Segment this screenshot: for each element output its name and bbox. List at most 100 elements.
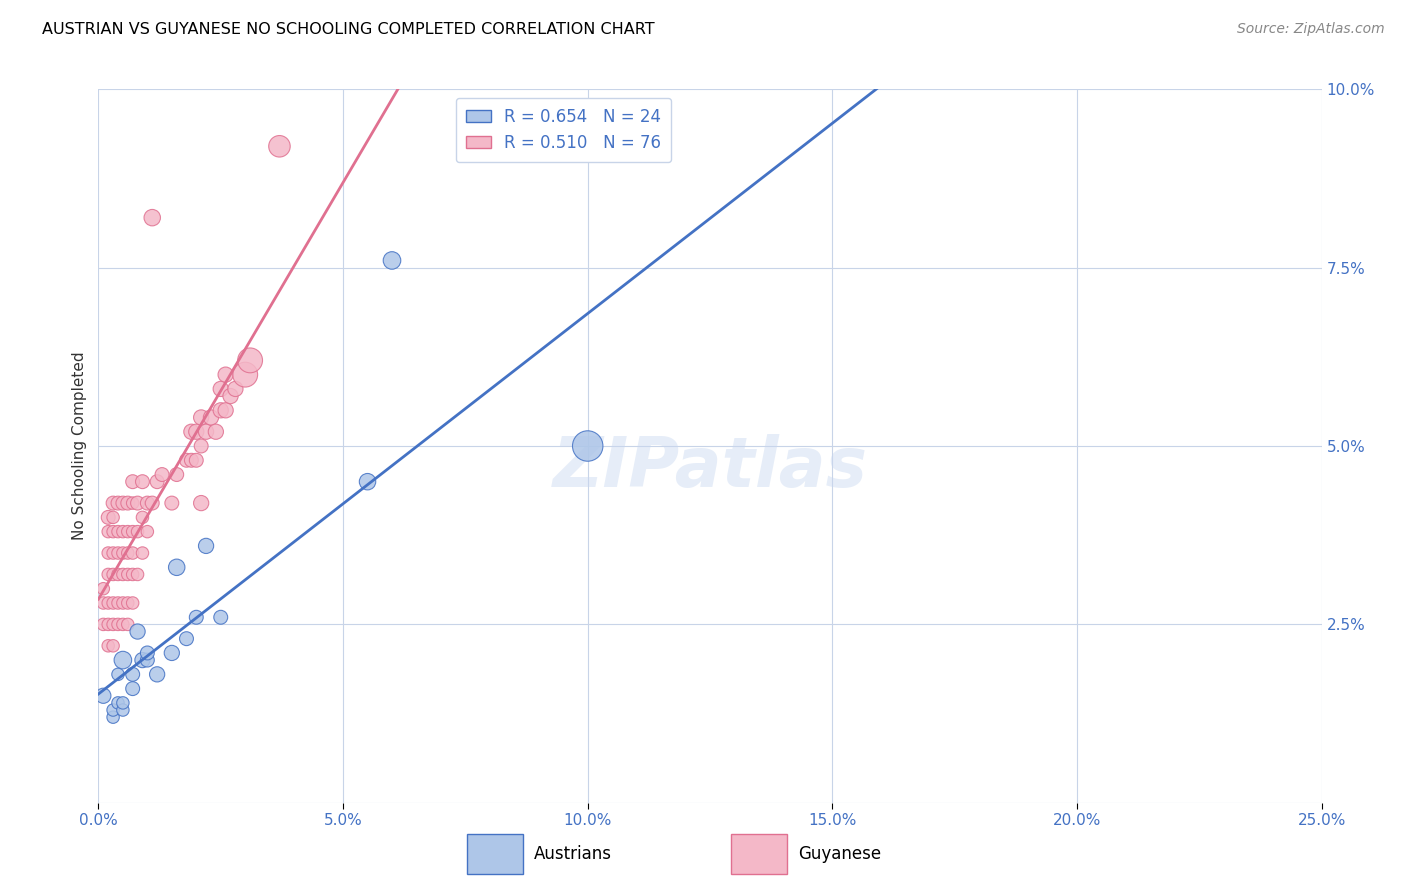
Point — [101, 639, 124, 653]
Point — [97, 639, 120, 653]
Point — [127, 524, 149, 539]
Point — [209, 610, 232, 624]
Point — [269, 139, 291, 153]
Point — [107, 567, 129, 582]
Point — [131, 653, 153, 667]
Point — [97, 617, 120, 632]
Point — [107, 546, 129, 560]
Point — [121, 475, 143, 489]
Point — [91, 689, 114, 703]
Point — [91, 596, 114, 610]
Point — [381, 253, 404, 268]
Point — [209, 382, 232, 396]
Point — [107, 596, 129, 610]
Point — [101, 510, 124, 524]
Point — [166, 467, 188, 482]
Point — [121, 546, 143, 560]
Point — [101, 567, 124, 582]
Point — [117, 524, 139, 539]
Point — [97, 567, 120, 582]
Point — [160, 496, 183, 510]
Point — [356, 475, 378, 489]
Point — [117, 496, 139, 510]
Point — [160, 646, 183, 660]
Point — [97, 546, 120, 560]
Point — [111, 496, 134, 510]
Point — [127, 496, 149, 510]
Point — [186, 453, 208, 467]
Point — [166, 560, 188, 574]
Point — [121, 496, 143, 510]
Point — [111, 567, 134, 582]
Point — [101, 617, 124, 632]
Point — [121, 524, 143, 539]
Text: Guyanese: Guyanese — [799, 845, 882, 863]
FancyBboxPatch shape — [731, 834, 787, 874]
Point — [121, 596, 143, 610]
Point — [239, 353, 262, 368]
Point — [131, 510, 153, 524]
Text: Austrians: Austrians — [534, 845, 612, 863]
Point — [107, 696, 129, 710]
Point — [107, 617, 129, 632]
Point — [214, 403, 236, 417]
Point — [186, 425, 208, 439]
Point — [121, 667, 143, 681]
Point — [190, 496, 212, 510]
Point — [136, 524, 159, 539]
Point — [101, 703, 124, 717]
Point — [224, 382, 246, 396]
Point — [101, 710, 124, 724]
Point — [195, 539, 218, 553]
Point — [121, 567, 143, 582]
Point — [111, 546, 134, 560]
Point — [111, 524, 134, 539]
Point — [101, 596, 124, 610]
Point — [107, 667, 129, 681]
Point — [117, 546, 139, 560]
Text: AUSTRIAN VS GUYANESE NO SCHOOLING COMPLETED CORRELATION CHART: AUSTRIAN VS GUYANESE NO SCHOOLING COMPLE… — [42, 22, 655, 37]
Point — [111, 703, 134, 717]
Point — [101, 524, 124, 539]
Point — [97, 524, 120, 539]
Point — [107, 496, 129, 510]
Point — [146, 667, 169, 681]
Point — [180, 453, 202, 467]
Point — [195, 425, 218, 439]
Point — [107, 524, 129, 539]
Point — [233, 368, 256, 382]
Point — [101, 546, 124, 560]
Point — [176, 453, 198, 467]
FancyBboxPatch shape — [467, 834, 523, 874]
Point — [91, 582, 114, 596]
Point — [190, 439, 212, 453]
Point — [214, 368, 236, 382]
Point — [91, 617, 114, 632]
Point — [127, 624, 149, 639]
Point — [200, 410, 222, 425]
Point — [205, 425, 228, 439]
Point — [136, 646, 159, 660]
Point — [136, 653, 159, 667]
Point — [576, 439, 599, 453]
Legend: R = 0.654   N = 24, R = 0.510   N = 76: R = 0.654 N = 24, R = 0.510 N = 76 — [456, 97, 671, 161]
Point — [190, 410, 212, 425]
Point — [111, 596, 134, 610]
Point — [97, 596, 120, 610]
Y-axis label: No Schooling Completed: No Schooling Completed — [72, 351, 87, 541]
Point — [219, 389, 242, 403]
Point — [186, 610, 208, 624]
Point — [111, 653, 134, 667]
Point — [150, 467, 173, 482]
Point — [121, 681, 143, 696]
Point — [209, 403, 232, 417]
Point — [117, 567, 139, 582]
Point — [111, 617, 134, 632]
Point — [101, 496, 124, 510]
Point — [176, 632, 198, 646]
Point — [111, 696, 134, 710]
Point — [136, 496, 159, 510]
Text: ZIPatlas: ZIPatlas — [553, 434, 868, 501]
Point — [180, 425, 202, 439]
Point — [146, 475, 169, 489]
